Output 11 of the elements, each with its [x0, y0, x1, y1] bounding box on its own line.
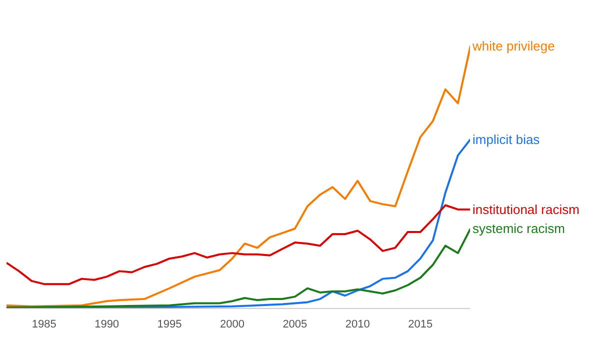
x-tick-label: 1985	[32, 318, 56, 330]
x-tick-label: 1995	[157, 318, 182, 330]
series-label: implicit bias	[472, 132, 540, 147]
x-tick-label: 1990	[94, 318, 120, 330]
series-label: institutional racism	[472, 202, 580, 217]
x-tick-label: 2015	[408, 318, 433, 330]
series-label: white privilege	[472, 38, 555, 54]
series-label: systemic racism	[472, 221, 565, 236]
x-tick-label: 2000	[220, 318, 244, 330]
x-tick-label: 2005	[282, 318, 308, 330]
x-tick-label: 2010	[345, 318, 370, 330]
